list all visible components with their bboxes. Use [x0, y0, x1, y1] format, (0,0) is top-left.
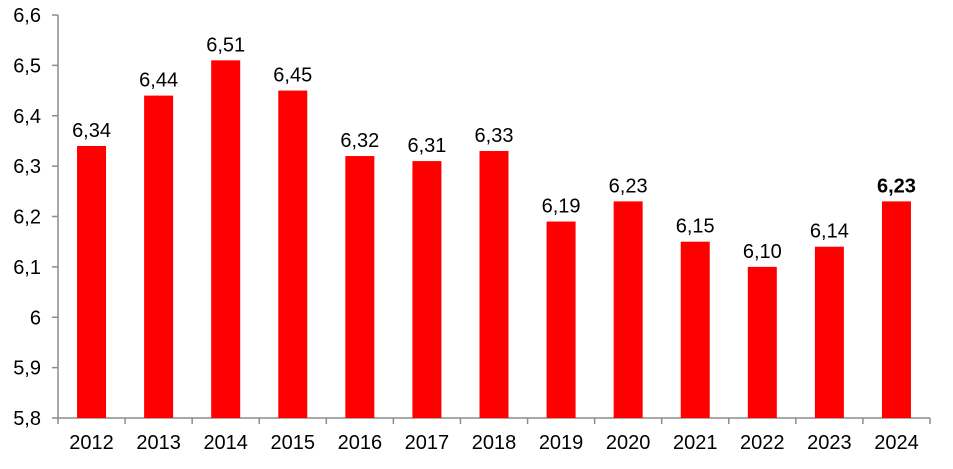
bar	[211, 60, 241, 419]
x-axis-category-label: 2021	[673, 432, 718, 454]
bar	[680, 241, 710, 418]
bar-value-label: 6,23	[609, 175, 648, 197]
bar-value-label: 6,15	[676, 216, 715, 238]
x-axis-category-label: 2013	[136, 432, 181, 454]
bar-value-label: 6,51	[206, 34, 245, 56]
bar	[747, 266, 777, 418]
y-axis-tick-label: 6,4	[13, 106, 41, 128]
x-axis-category-label: 2012	[69, 432, 114, 454]
y-axis-tick-label: 6,5	[13, 55, 41, 77]
y-axis-tick-label: 6,1	[13, 257, 41, 279]
bar	[144, 95, 174, 418]
bar	[278, 90, 308, 418]
bar-value-label: 6,10	[743, 241, 782, 263]
y-axis-tick-label: 6,2	[13, 207, 41, 229]
x-axis-category-label: 2022	[740, 432, 785, 454]
bar	[479, 151, 509, 418]
bar	[345, 156, 375, 419]
bar-value-label: 6,32	[340, 130, 379, 152]
bar-value-label: 6,31	[407, 135, 446, 157]
x-axis-category-label: 2018	[472, 432, 517, 454]
bar-value-label: 6,33	[475, 125, 514, 147]
x-axis-category-label: 2023	[807, 432, 852, 454]
x-axis-category-label: 2014	[203, 432, 248, 454]
bar	[613, 201, 643, 418]
y-axis-tick-label: 5,9	[13, 358, 41, 380]
bar	[881, 201, 911, 418]
x-axis-category-label: 2024	[874, 432, 919, 454]
bar-value-label: 6,44	[139, 70, 178, 92]
y-axis-tick-label: 6	[30, 307, 41, 329]
bar-value-label: 6,14	[810, 221, 849, 243]
x-axis-category-label: 2015	[271, 432, 316, 454]
y-axis-tick-label: 6,6	[13, 5, 41, 27]
y-axis-tick-label: 6,3	[13, 156, 41, 178]
bar	[546, 221, 576, 418]
bar-value-label: 6,19	[542, 196, 581, 218]
x-axis-category-label: 2020	[606, 432, 651, 454]
bar-value-label: 6,45	[273, 65, 312, 87]
bar	[77, 145, 107, 418]
bar	[814, 246, 844, 418]
y-axis-tick-label: 5,8	[13, 408, 41, 430]
x-axis-category-label: 2019	[539, 432, 584, 454]
x-axis-category-label: 2016	[338, 432, 383, 454]
bar-value-label: 6,23	[877, 175, 916, 197]
x-axis-category-label: 2017	[405, 432, 450, 454]
bar-value-label: 6,34	[72, 120, 111, 142]
bar	[412, 161, 442, 418]
